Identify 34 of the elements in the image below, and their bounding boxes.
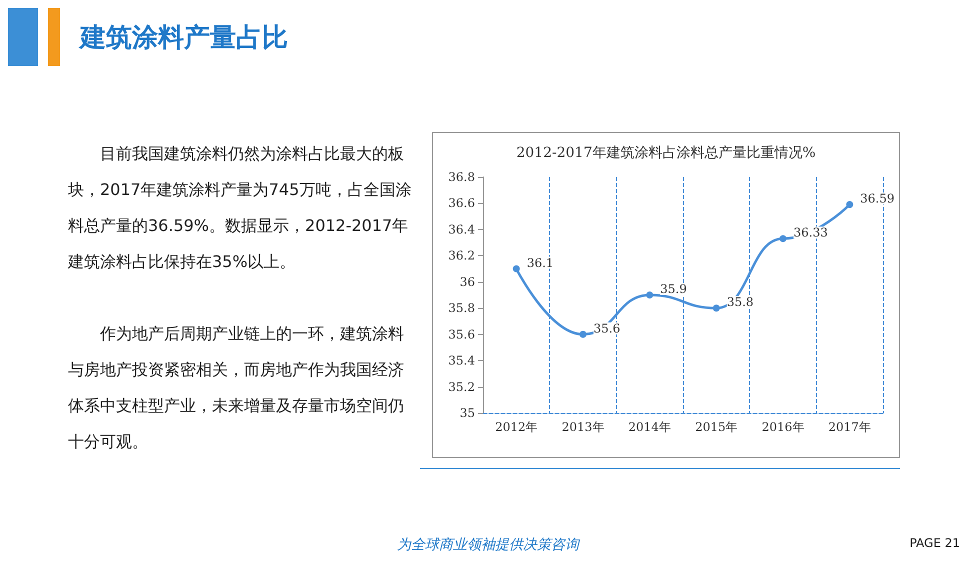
- y-tick-label: 35.8: [448, 301, 475, 316]
- x-tick-label: 2016年: [762, 420, 804, 434]
- data-label: 36.1: [526, 256, 554, 270]
- point: [712, 304, 720, 312]
- y-tick-label: 36.4: [448, 222, 476, 236]
- y-tick-label: 36: [460, 274, 475, 289]
- point: [512, 265, 520, 272]
- point: [846, 201, 854, 208]
- x-tick-label: 2015年: [695, 420, 738, 434]
- y-tick-label: 36.2: [448, 248, 475, 263]
- chart-title: 2012-2017年建筑涂料占涂料总产量比重情况%: [516, 145, 816, 161]
- y-tick-label: 35.6: [448, 327, 475, 342]
- data-label: 35.8: [726, 295, 754, 310]
- y-tick-label: 35.4: [448, 354, 476, 368]
- y-tick-label: 36.8: [448, 170, 475, 184]
- x-tick-label: 2014年: [628, 420, 671, 434]
- data-label: 35.9: [660, 282, 687, 296]
- y-tick-label: 35.2: [448, 380, 475, 394]
- y-tick-label: 35: [460, 406, 475, 420]
- data-label: 35.6: [594, 321, 620, 336]
- text: PAGE 21: [910, 536, 960, 550]
- data-label: 36.33: [794, 226, 828, 240]
- text: 建筑涂料产量占比: [80, 22, 288, 55]
- x-tick-label: 2012年: [495, 420, 538, 434]
- text: 为全球商业领袖提供决策咨询: [397, 537, 579, 553]
- text: 作为地产后周期产业链上的一环，建筑涂料与房地产投资紧密相关，而房地产作为我国经济体系中支柱型产业，未来增量及存量市场空间仍十分可观。: [68, 323, 405, 453]
- point: [580, 330, 586, 338]
- x-tick-label: 2017年: [828, 420, 871, 434]
- point: [646, 292, 654, 298]
- point: [780, 235, 786, 242]
- y-tick-label: 36.6: [448, 196, 475, 210]
- x-tick-label: 2013年: [562, 420, 604, 434]
- text: 目前我国建筑涂料仍然为涂料占比最大的板块，2017年建筑涂料产量为745万吨，占全国涂料总产量的36.59%。数据显示，2012-2017年建筑涂料占比保持在35%以上。: [68, 143, 412, 273]
- data-label: 36.59: [860, 192, 895, 206]
